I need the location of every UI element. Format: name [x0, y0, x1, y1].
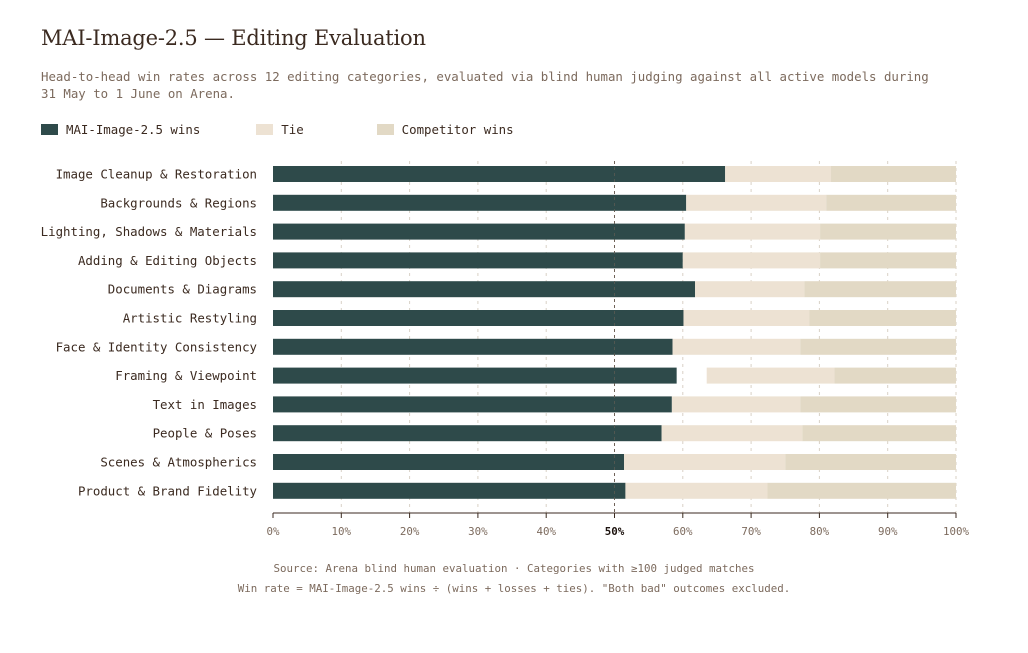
- bar-tie: [725, 166, 832, 182]
- footer-note: Win rate = MAI-Image-2.5 wins ÷ (wins + …: [237, 582, 791, 595]
- bar-wins: [273, 367, 677, 384]
- x-tick-label: 0%: [266, 525, 280, 538]
- category-label: Backgrounds & Regions: [100, 195, 257, 210]
- legend-label-wins: MAI-Image-2.5 wins: [66, 122, 201, 137]
- category-label: Documents & Diagrams: [108, 282, 257, 297]
- x-tick-label: 100%: [943, 525, 970, 538]
- bar-tie: [682, 252, 821, 269]
- legend-item-wins: MAI-Image-2.5 wins: [41, 122, 200, 137]
- x-tick-label: 20%: [400, 525, 420, 538]
- category-label: Scenes & Atmospherics: [100, 455, 257, 470]
- x-tick-label: 50%: [605, 525, 625, 538]
- category-label: Text in Images: [153, 397, 257, 412]
- bar-competitor: [800, 338, 956, 355]
- bar-competitor: [800, 396, 956, 413]
- x-tick-label: 70%: [741, 525, 761, 538]
- x-tick-label: 40%: [536, 525, 556, 538]
- category-label: People & Poses: [153, 426, 257, 441]
- category-label: Artistic Restyling: [123, 311, 257, 326]
- bar-competitor: [831, 166, 956, 182]
- legend-swatch-wins: [41, 124, 58, 135]
- x-tick-label: 60%: [673, 525, 693, 538]
- chart-subtitle: Head-to-head win rates across 12 editing…: [41, 69, 929, 101]
- footer-source: Source: Arena blind human evaluation · C…: [273, 562, 755, 575]
- legend-swatch-tie: [256, 124, 274, 135]
- bar-wins: [273, 223, 685, 240]
- bar-competitor: [802, 425, 956, 442]
- x-tick-label: 30%: [468, 525, 488, 538]
- bar-wins: [273, 425, 662, 442]
- category-label: Face & Identity Consistency: [56, 339, 257, 354]
- bar-wins: [273, 338, 673, 355]
- bar-competitor: [820, 252, 956, 269]
- bar-tie: [624, 454, 786, 470]
- bar-tie: [671, 396, 801, 413]
- bar-wins: [273, 166, 726, 182]
- legend-item-competitor: Competitor wins: [376, 122, 514, 137]
- legend-swatch-competitor: [376, 124, 394, 135]
- bar-tie: [695, 281, 805, 298]
- bar-tie: [625, 482, 768, 499]
- bar-competitor: [804, 281, 956, 298]
- bar-competitor: [826, 194, 956, 211]
- bar-wins: [273, 396, 672, 413]
- bar-wins: [273, 482, 626, 499]
- category-label: Product & Brand Fidelity: [78, 483, 257, 498]
- category-label: Framing & Viewpoint: [115, 368, 257, 383]
- bar-competitor: [809, 310, 956, 326]
- legend-label-competitor: Competitor wins: [401, 122, 514, 137]
- bar-tie: [684, 223, 821, 240]
- bar-tie: [683, 310, 810, 326]
- bar-wins: [273, 310, 684, 326]
- bar-competitor: [785, 454, 956, 470]
- chart-title: MAI-Image-2.5 — Editing Evaluation: [41, 26, 426, 50]
- bar-wins: [273, 252, 683, 269]
- category-label: Lighting, Shadows & Materials: [41, 224, 257, 239]
- bar-competitor: [834, 367, 956, 384]
- bar-wins: [273, 454, 625, 470]
- x-tick-label: 90%: [878, 525, 898, 538]
- x-tick-label: 10%: [332, 525, 352, 538]
- legend-item-tie: Tie: [256, 122, 304, 137]
- bar-tie: [672, 338, 801, 355]
- bar-wins: [273, 281, 696, 298]
- bar-competitor: [767, 482, 956, 499]
- category-label: Image Cleanup & Restoration: [56, 167, 257, 182]
- bar-competitor: [820, 223, 956, 240]
- bar-tie: [661, 425, 803, 442]
- category-label: Adding & Editing Objects: [78, 253, 257, 268]
- bar-wins: [273, 194, 687, 211]
- x-tick-label: 80%: [810, 525, 830, 538]
- bar-tie: [706, 367, 835, 384]
- legend-label-tie: Tie: [281, 122, 304, 137]
- bar-tie: [686, 194, 827, 211]
- legend: MAI-Image-2.5 wins Tie Competitor wins: [41, 122, 514, 137]
